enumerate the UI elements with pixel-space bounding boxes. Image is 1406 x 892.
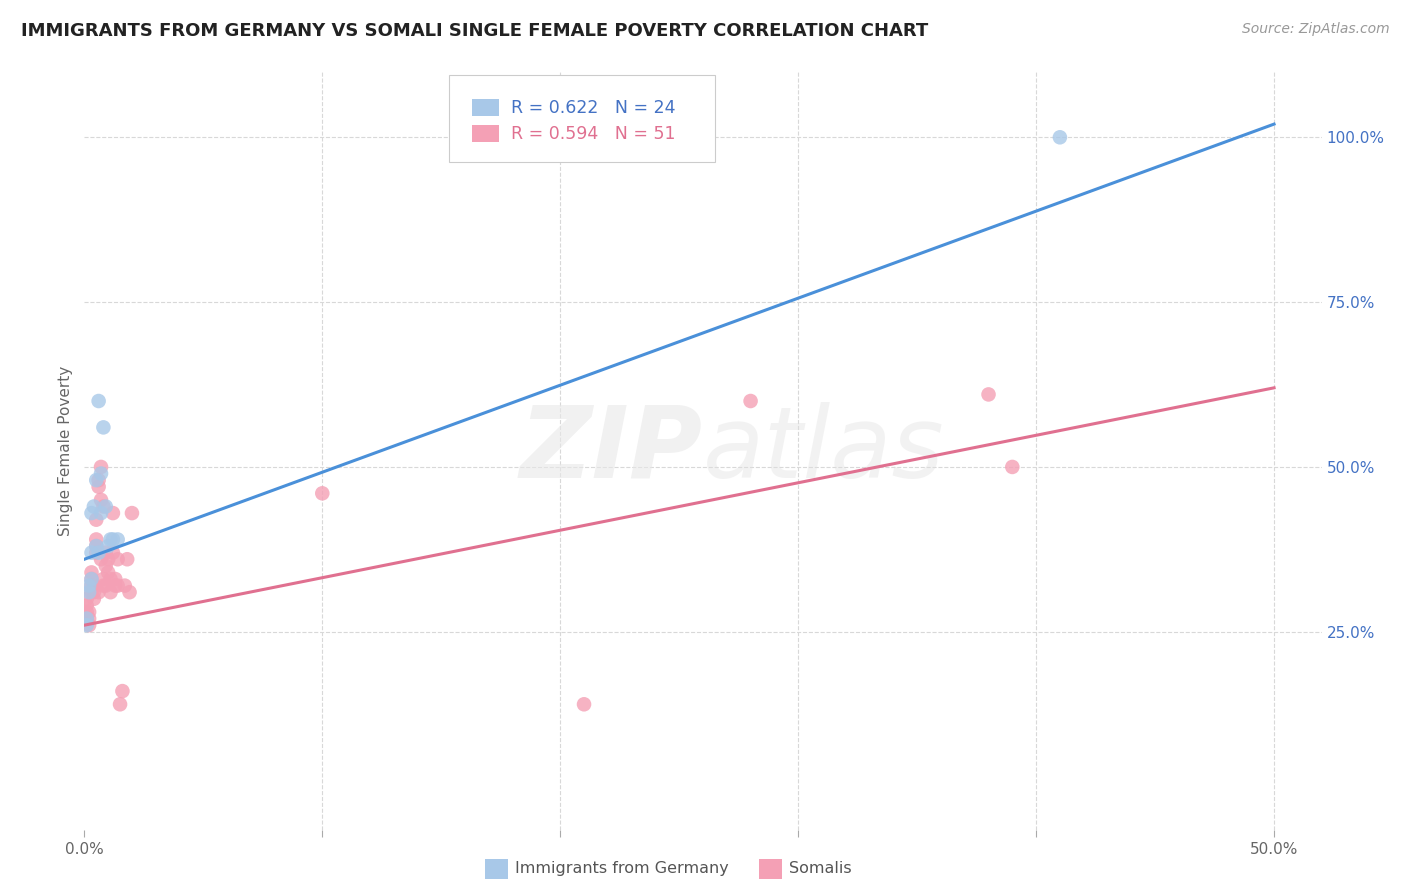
Point [107, 579, 129, 593]
Text: IMMIGRANTS FROM GERMANY VS SOMALI SINGLE FEMALE POVERTY CORRELATION CHART: IMMIGRANTS FROM GERMANY VS SOMALI SINGLE… [21, 22, 928, 40]
Point [97, 552, 120, 566]
Point [90, 552, 112, 566]
Text: Immigrants from Germany: Immigrants from Germany [515, 862, 728, 876]
Point [76, 611, 98, 625]
Y-axis label: Single Female Poverty: Single Female Poverty [58, 366, 73, 535]
Point [84, 473, 107, 487]
Point [572, 698, 595, 712]
Point [94, 558, 117, 573]
Point [87, 546, 110, 560]
Text: Somalis: Somalis [789, 862, 852, 876]
Point [101, 533, 124, 547]
Point [90, 506, 112, 520]
Point [83, 579, 105, 593]
Text: Source: ZipAtlas.com: Source: ZipAtlas.com [1241, 22, 1389, 37]
Point [93, 579, 115, 593]
Point [311, 486, 333, 500]
Point [90, 492, 112, 507]
Point [76, 611, 98, 625]
Point [76, 591, 98, 606]
Point [80, 506, 103, 520]
Point [84, 546, 107, 560]
Point [114, 579, 136, 593]
Point [84, 539, 107, 553]
Point [76, 605, 98, 619]
Point [107, 552, 129, 566]
Point [108, 698, 131, 712]
Point [83, 500, 105, 514]
Point [90, 467, 112, 481]
Point [87, 480, 110, 494]
Point [94, 579, 117, 593]
Point [111, 684, 134, 698]
Point [87, 394, 110, 409]
Point [77, 579, 100, 593]
Point [572, 130, 595, 145]
Text: R = 0.622   N = 24: R = 0.622 N = 24 [512, 99, 676, 117]
Point [104, 572, 127, 586]
Point [107, 533, 129, 547]
Point [740, 394, 762, 409]
Point [84, 513, 107, 527]
Point [118, 585, 141, 599]
Point [1001, 459, 1024, 474]
Text: ZIP: ZIP [520, 402, 703, 499]
Point [80, 579, 103, 593]
Point [101, 506, 124, 520]
Point [115, 552, 138, 566]
Point [100, 585, 122, 599]
Text: atlas: atlas [703, 402, 945, 499]
FancyBboxPatch shape [450, 75, 716, 162]
Point [80, 585, 103, 599]
Point [80, 572, 103, 586]
Point [84, 539, 107, 553]
Point [80, 546, 103, 560]
Point [100, 572, 122, 586]
Point [80, 572, 103, 586]
Point [77, 605, 100, 619]
Point [83, 585, 105, 599]
Point [77, 585, 100, 599]
Point [76, 599, 98, 613]
Point [101, 546, 124, 560]
Point [94, 500, 117, 514]
Point [87, 585, 110, 599]
Point [87, 473, 110, 487]
Point [97, 539, 120, 553]
Point [93, 420, 115, 434]
Point [97, 566, 120, 580]
Point [83, 591, 105, 606]
Point [77, 611, 100, 625]
Point [93, 500, 115, 514]
FancyBboxPatch shape [471, 99, 499, 116]
Point [77, 618, 100, 632]
Point [121, 506, 143, 520]
Point [80, 566, 103, 580]
Point [94, 546, 117, 560]
Point [596, 130, 619, 145]
Point [977, 387, 1000, 401]
Text: R = 0.594   N = 51: R = 0.594 N = 51 [512, 125, 676, 143]
Point [100, 533, 122, 547]
Point [1049, 130, 1071, 145]
Point [90, 459, 112, 474]
Point [84, 533, 107, 547]
Point [104, 579, 127, 593]
Point [93, 572, 115, 586]
Point [620, 130, 643, 145]
Point [76, 618, 98, 632]
FancyBboxPatch shape [471, 125, 499, 142]
